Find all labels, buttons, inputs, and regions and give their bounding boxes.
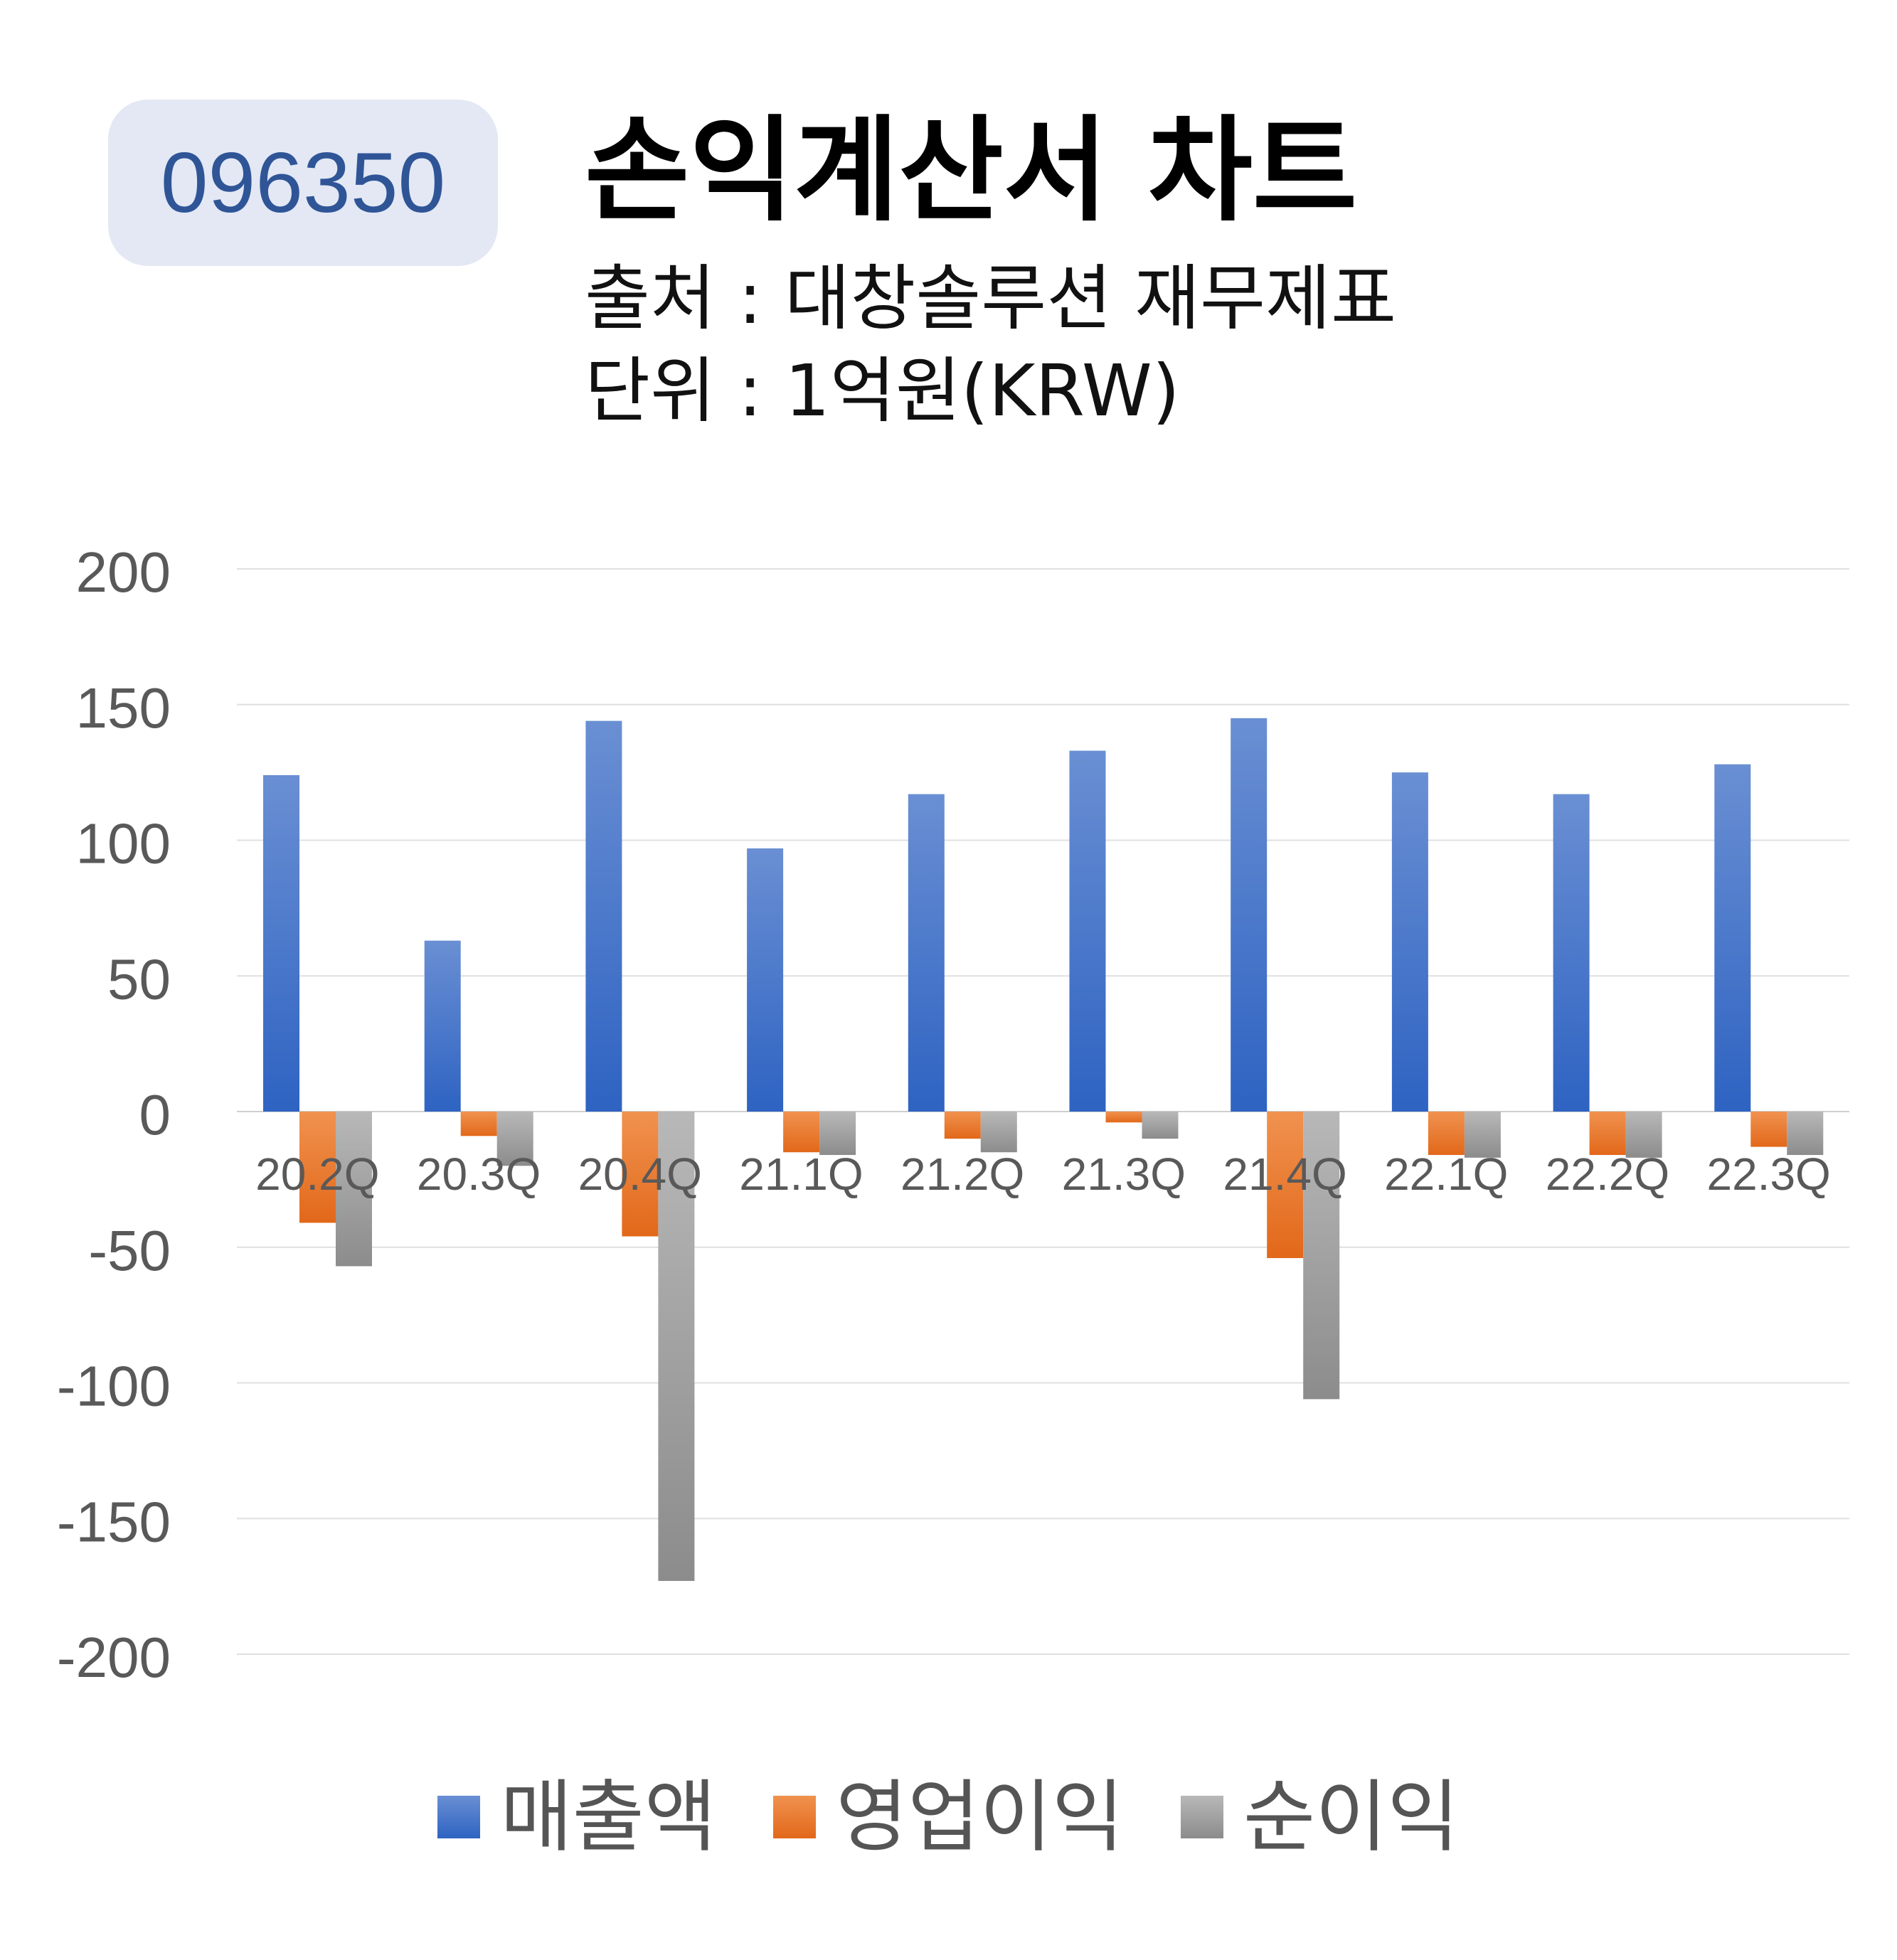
- bar: [263, 774, 299, 1112]
- legend-swatch-revenue: [437, 1796, 481, 1838]
- y-tick-label: 50: [107, 947, 171, 1011]
- bar: [658, 1112, 695, 1581]
- y-tick-label: 100: [76, 812, 171, 875]
- y-tick-label: -150: [57, 1490, 171, 1553]
- bar: [1069, 750, 1106, 1112]
- x-tick-label: 20.4Q: [578, 1149, 702, 1200]
- gridlines: [237, 568, 1849, 1655]
- bar: [908, 794, 945, 1112]
- bar: [336, 1112, 372, 1267]
- y-tick-label: -200: [57, 1626, 171, 1689]
- unit-label: 단위 : 1억원(KRW): [585, 349, 1180, 432]
- bar: [1625, 1112, 1662, 1158]
- bar: [1105, 1112, 1142, 1123]
- bar: [299, 1112, 336, 1223]
- x-axis-ticks: 20.2Q 20.3Q 20.4Q 21.1Q 21.2Q 21.3Q 21.4Q 22.1Q…: [255, 1149, 1831, 1200]
- x-tick-label: 22.3Q: [1706, 1149, 1830, 1200]
- legend-item-operating-profit: 영업이익: [773, 1778, 1124, 1856]
- bar: [1142, 1112, 1179, 1139]
- y-axis-ticks: 200 150 100 50 0 -50 -100 -150 -200: [57, 540, 171, 1689]
- x-tick-label: 21.4Q: [1223, 1149, 1346, 1200]
- bar: [1553, 794, 1590, 1112]
- legend: 매출액 영업이익 순이익: [0, 1778, 1897, 1856]
- chart-title: 손익계산서 차트: [585, 104, 1358, 237]
- bar: [1787, 1112, 1824, 1156]
- y-tick-label: 200: [76, 540, 171, 604]
- legend-swatch-operating-profit: [773, 1796, 817, 1838]
- bar: [944, 1112, 981, 1139]
- legend-item-net-income: 순이익: [1180, 1772, 1460, 1863]
- stock-code: 096350: [160, 135, 446, 230]
- x-tick-label: 21.3Q: [1062, 1149, 1186, 1200]
- legend-swatch-net-income: [1180, 1796, 1223, 1838]
- bar: [460, 1112, 497, 1136]
- bars: [263, 718, 1824, 1581]
- bar: [1464, 1112, 1501, 1158]
- x-tick-label: 22.2Q: [1546, 1149, 1669, 1200]
- bar: [1303, 1112, 1340, 1400]
- legend-label-operating-profit: 영업이익: [836, 1772, 1124, 1863]
- bar: [747, 848, 784, 1112]
- stock-code-badge: 096350: [108, 100, 498, 266]
- bar: [783, 1112, 820, 1153]
- legend-label-revenue: 매출액: [500, 1772, 717, 1863]
- y-tick-label: -100: [57, 1355, 171, 1418]
- bar: [622, 1112, 659, 1237]
- bar: [1714, 764, 1751, 1112]
- bar: [1428, 1112, 1465, 1156]
- bar: [1589, 1112, 1626, 1156]
- bar: [1267, 1112, 1304, 1259]
- x-tick-label: 21.2Q: [900, 1149, 1024, 1200]
- y-tick-label: 0: [139, 1083, 171, 1146]
- bar: [1391, 772, 1428, 1112]
- bar: [1750, 1112, 1787, 1147]
- bar: [496, 1112, 533, 1166]
- x-tick-label: 21.1Q: [739, 1149, 863, 1200]
- bar: [585, 720, 622, 1112]
- bar: [980, 1112, 1017, 1153]
- x-tick-label: 20.2Q: [255, 1149, 379, 1200]
- bar: [1231, 718, 1268, 1112]
- legend-label-net-income: 순이익: [1243, 1772, 1460, 1863]
- y-tick-label: -50: [88, 1219, 171, 1282]
- legend-item-revenue: 매출액: [437, 1778, 716, 1856]
- x-tick-label: 22.1Q: [1384, 1149, 1508, 1200]
- bar: [424, 940, 461, 1112]
- source-label: 출처 : 대창솔루션 재무제표: [585, 257, 1397, 340]
- y-tick-label: 150: [76, 676, 171, 740]
- bar: [819, 1112, 856, 1156]
- x-tick-label: 20.3Q: [417, 1149, 541, 1200]
